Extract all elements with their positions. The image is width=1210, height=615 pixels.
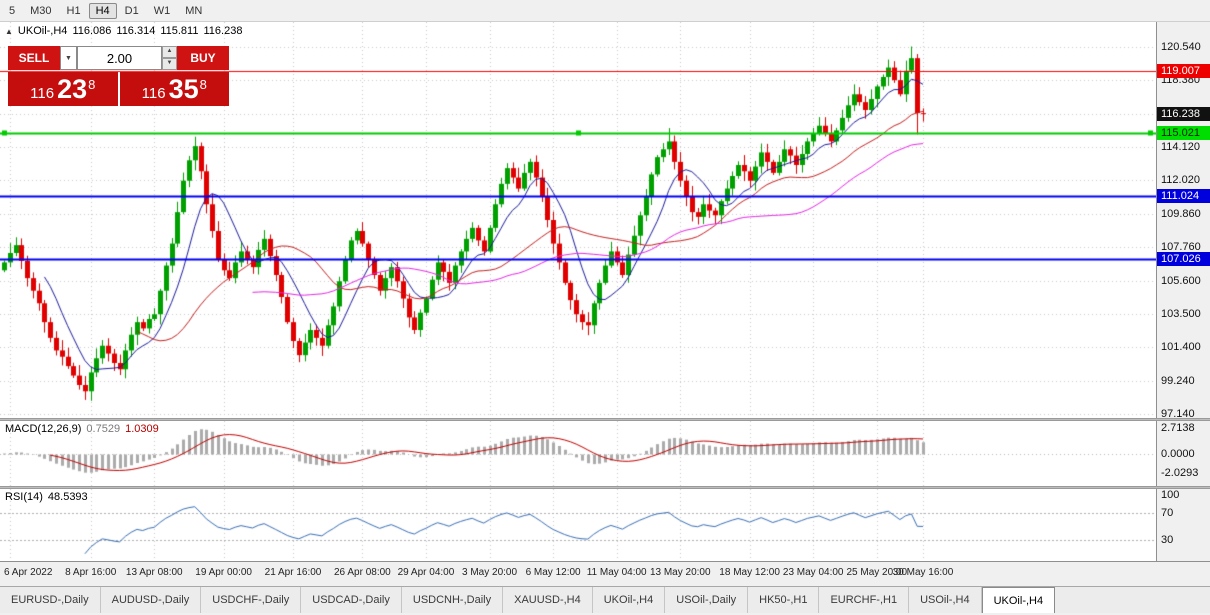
ohlc-low: 115.811 [160,25,199,37]
timeframe-toolbar: 5 M30 H1 H4 D1 W1 MN [0,0,1210,22]
price-axis-label: 101.400 [1161,341,1201,354]
price-tag: 107.026 [1157,251,1210,266]
price-axis[interactable]: 120.540118.380116.220114.120112.020109.8… [1156,22,1210,421]
rsi-value: 48.5393 [47,491,88,503]
rsi-label: RSI(14) 48.5393 [5,491,88,503]
macd-name: MACD(12,26,9) [5,423,82,435]
price-axis-label: 112.020 [1161,174,1200,187]
panel-splitter[interactable] [0,418,1210,421]
price-tag: 115.021 [1157,126,1210,141]
collapse-arrow-icon[interactable]: ▲ [5,26,13,36]
macd-label: MACD(12,26,9) 0.7529 1.0309 [5,423,159,435]
symbol-tab-usoil-h4[interactable]: USOil-,H4 [909,587,982,613]
chart-header: ▲ UKOil-,H4 116.086 116.314 115.811 116.… [5,25,242,37]
volume-dropdown[interactable]: ▼ [60,46,77,70]
ask-pip-digits: 35 [168,74,199,104]
rsi-axis[interactable]: 100 70 30 [1156,489,1210,561]
timeframe-h1[interactable]: H1 [66,4,81,17]
bid-main-digits: 116 [30,85,55,102]
volume-down-button[interactable]: ▼ [162,58,177,70]
rsi-canvas[interactable] [0,489,1156,561]
symbol-tab-usdcad-daily[interactable]: USDCAD-,Daily [301,587,402,613]
symbol-tab-audusd-daily[interactable]: AUDUSD-,Daily [101,587,202,613]
macd-axis[interactable]: 2.7138 0.0000 -2.0293 [1156,421,1210,486]
price-tag: 111.024 [1157,189,1210,204]
ohlc-close: 116.238 [203,25,243,37]
rsi-axis-label: 100 [1161,489,1180,501]
ask-price-display[interactable]: 116 35 8 [119,72,229,106]
macd-axis-label: 0.0000 [1161,447,1195,460]
price-tag: 116.238 [1157,107,1210,122]
symbol-tab-hk50-h1[interactable]: HK50-,H1 [748,587,820,613]
rsi-name: RSI(14) [5,491,43,503]
symbol-tab-xauusd-h4[interactable]: XAUUSD-,H4 [503,587,593,613]
macd-signal-value: 1.0309 [125,423,159,435]
price-axis-label: 107.760 [1161,241,1201,254]
time-axis-label: 23 May 04:00 [782,567,844,578]
time-axis-label: 26 Apr 08:00 [334,567,391,578]
chart-symbol-title: UKOil-,H4 [17,25,68,37]
volume-up-button[interactable]: ▲ [162,46,177,58]
price-axis-label: 105.600 [1161,275,1201,288]
time-axis-label: 8 Apr 16:00 [65,567,117,578]
price-axis-label: 99.240 [1161,375,1195,388]
time-axis-label: 25 May 20:00 [846,567,908,578]
rsi-axis-label: 70 [1161,507,1174,519]
macd-axis-label: 2.7138 [1161,421,1195,434]
ask-point-digit: 8 [199,77,207,92]
time-axis-label: 3 May 20:00 [461,567,518,578]
volume-input[interactable] [77,46,162,70]
time-axis-label: 19 Apr 00:00 [195,567,252,578]
rsi-panel: 100 70 30 RSI(14) 48.5393 [0,489,1210,561]
price-tag: 119.007 [1157,63,1210,78]
symbol-tab-ukoil-h4[interactable]: UKOil-,H4 [981,587,1056,613]
symbol-tab-eurchf-h1[interactable]: EURCHF-,H1 [819,587,910,613]
ohlc-open: 116.086 [72,25,112,37]
timeframe-m30[interactable]: M30 [30,4,52,17]
price-axis-label: 109.860 [1161,208,1201,221]
time-axis-label: 6 May 12:00 [525,567,581,578]
bid-point-digit: 8 [88,77,96,92]
symbol-tab-bar: EURUSD-,Daily AUDUSD-,Daily USDCHF-,Daily U… [0,586,1210,613]
sell-button[interactable]: SELL [8,46,60,70]
rsi-axis-label: 30 [1161,534,1174,547]
buy-button[interactable]: BUY [177,46,229,70]
panel-splitter[interactable] [0,486,1210,489]
symbol-tab-ukoil-h4[interactable]: UKOil-,H4 [593,587,666,613]
chevron-down-icon: ▼ [65,54,72,62]
time-axis-label: 11 May 04:00 [586,567,647,578]
time-axis-label: 21 Apr 16:00 [264,567,322,578]
bid-price-display[interactable]: 116 23 8 [8,72,118,106]
price-axis-label: 103.500 [1161,308,1201,321]
price-chart-panel: 120.540118.380116.220114.120112.020109.8… [0,22,1210,421]
time-axis[interactable]: 6 Apr 2022 8 Apr 16:00 13 Apr 08:00 19 Apr … [0,561,1210,586]
bid-pip-digits: 23 [57,74,88,104]
macd-canvas[interactable] [0,421,1156,486]
symbol-tab-eurusd-daily[interactable]: EURUSD-,Daily [0,587,101,613]
ask-main-digits: 116 [141,85,166,102]
macd-axis-label: -2.0293 [1161,466,1199,479]
macd-main-value: 0.7529 [86,423,121,435]
symbol-tab-usdcnh-daily[interactable]: USDCNH-,Daily [402,587,504,613]
time-axis-label: 30 May 16:00 [892,567,954,578]
time-axis-label: 18 May 12:00 [719,567,780,578]
price-axis-label: 97.140 [1161,408,1195,421]
time-axis-label: 13 Apr 08:00 [125,567,183,578]
symbol-tab-usoil-daily[interactable]: USOil-,Daily [665,587,749,613]
one-click-trading-widget: SELL ▼ ▲ ▼ BUY 116 23 8 116 35 8 [8,46,229,106]
timeframe-w1[interactable]: W1 [153,4,171,17]
volume-stepper: ▲ ▼ [162,46,177,70]
price-axis-label: 114.120 [1161,141,1200,154]
time-axis-label: 29 Apr 04:00 [397,567,455,578]
price-axis-label: 120.540 [1161,40,1201,53]
timeframe-5[interactable]: 5 [9,4,16,17]
timeframe-d1[interactable]: D1 [124,4,139,17]
timeframe-h4[interactable]: H4 [88,2,117,19]
time-axis-label: 6 Apr 2022 [4,567,53,578]
ohlc-high: 116.314 [116,25,156,37]
symbol-tab-usdchf-daily[interactable]: USDCHF-,Daily [201,587,302,613]
time-axis-label: 13 May 20:00 [649,567,711,578]
macd-panel: 2.7138 0.0000 -2.0293 MACD(12,26,9) 0.7529… [0,421,1210,486]
timeframe-mn[interactable]: MN [185,4,203,17]
